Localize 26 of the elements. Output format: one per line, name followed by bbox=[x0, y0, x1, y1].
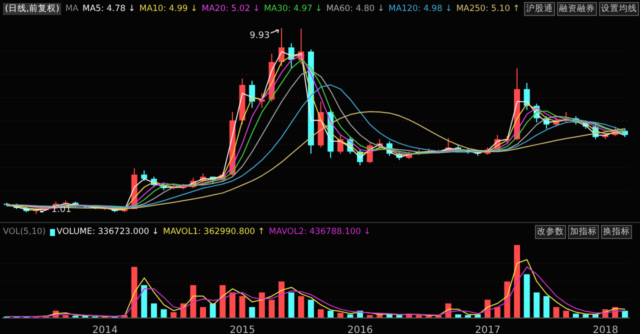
text: MA10: 4.99 ↓ bbox=[139, 4, 198, 14]
text: MA30: 4.97 ↓ bbox=[264, 4, 322, 14]
text: 9.93 bbox=[250, 31, 270, 41]
text: MA120: 4.98 ↓ bbox=[388, 4, 452, 14]
text: MA250: 5.10 ↑ bbox=[456, 4, 520, 14]
x-tick-label: 2017 bbox=[474, 325, 500, 334]
legend-title: MA bbox=[65, 4, 78, 14]
text: MA20: 5.02 ↓ bbox=[202, 4, 260, 14]
legend-title: VOL(5,10) bbox=[3, 227, 46, 237]
legend-label: VOLUME: 336723.000 ↓ bbox=[56, 227, 160, 237]
x-tick-label: 2016 bbox=[347, 325, 373, 334]
text: 加指标 bbox=[568, 225, 599, 239]
text: MAVOL1: 362990.800 ↑ bbox=[163, 227, 265, 237]
text: 设置均线 bbox=[598, 2, 639, 16]
chart-title: (日线,前复权) bbox=[3, 3, 62, 15]
x-tick-label: 2014 bbox=[92, 325, 118, 334]
text: MAVOL2: 436788.100 ↓ bbox=[268, 227, 371, 237]
text: 换指标 bbox=[601, 225, 632, 239]
text: MA60: 4.80 ↓ bbox=[326, 4, 384, 14]
text: 改参数 bbox=[535, 225, 566, 239]
x-tick-label: 2015 bbox=[230, 325, 256, 334]
text: MA5: 4.78 ↓ bbox=[82, 4, 136, 14]
text: 1.01 bbox=[51, 205, 72, 215]
text: 沪股通 bbox=[524, 2, 555, 16]
x-tick-label: 2018 bbox=[592, 325, 618, 334]
text: 融资融券 bbox=[556, 2, 597, 16]
